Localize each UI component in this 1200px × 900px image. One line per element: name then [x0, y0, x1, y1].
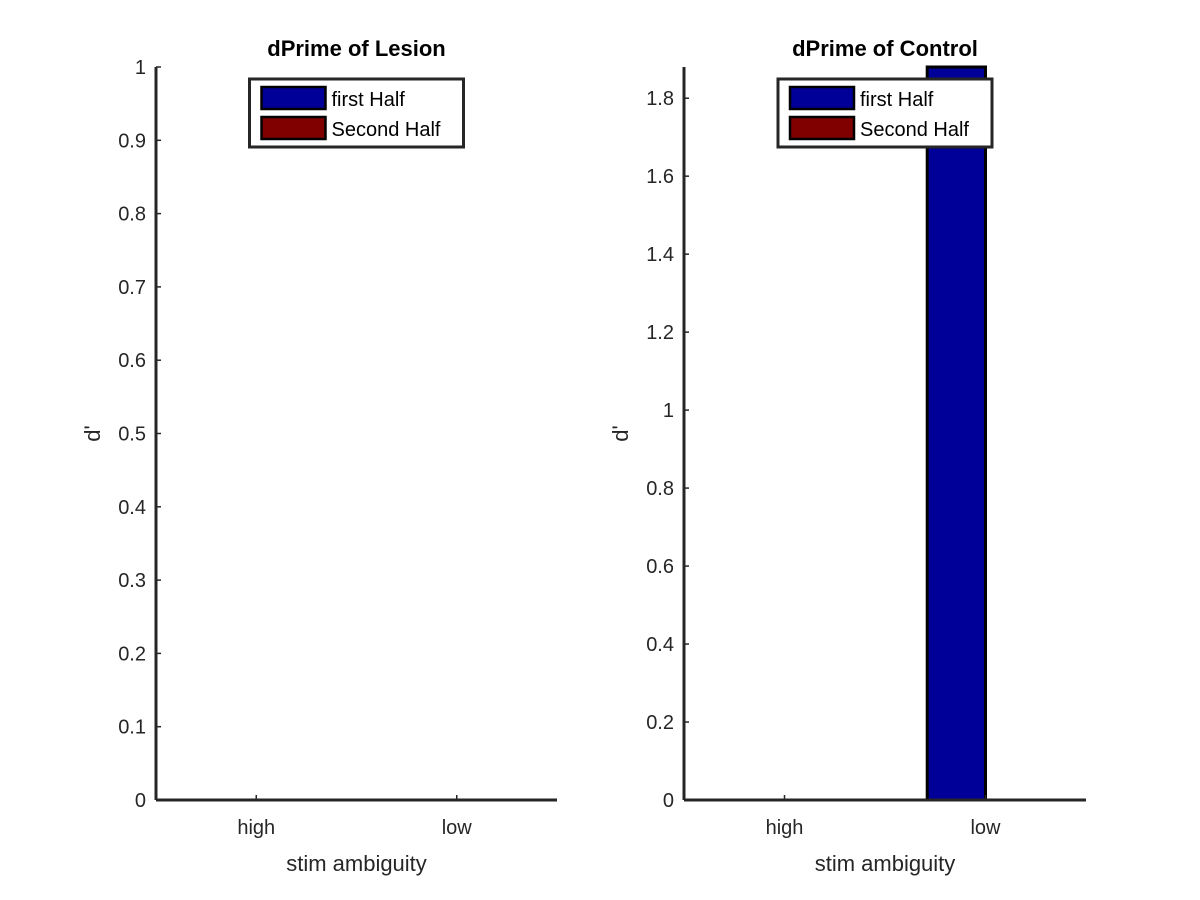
chart-panel-2: 0 0.2 0.4 0.6 0.8 1 1.2 1.4 1.6 1.8 high low stim am… — [608, 36, 1086, 876]
y-tick-label: 0.1 — [118, 717, 146, 739]
legend-entry: first Half — [860, 89, 934, 111]
y-tick-label: 0 — [135, 790, 146, 812]
x-axis-label: stim ambiguity — [286, 851, 427, 876]
x-tick-label: high — [766, 817, 804, 839]
y-tick-label: 1 — [135, 57, 146, 79]
legend-entry: Second Half — [860, 119, 969, 141]
y-tick-label: 1.8 — [646, 88, 674, 110]
y-axis-label: d' — [80, 425, 105, 441]
chart-title: dPrime of Lesion — [267, 36, 445, 61]
y-tick-label: 0.8 — [646, 478, 674, 500]
y-tick-label: 0.4 — [646, 634, 674, 656]
y-tick-label: 0.9 — [118, 130, 146, 152]
y-tick-label: 0.2 — [646, 712, 674, 734]
y-tick-label: 0.7 — [118, 277, 146, 299]
y-tick-label: 1.6 — [646, 166, 674, 188]
y-axis-label: d' — [608, 425, 633, 441]
y-tick-label: 0.8 — [118, 204, 146, 226]
chart-title: dPrime of Control — [792, 36, 978, 61]
legend-swatch — [260, 85, 327, 111]
legend-entry: first Half — [332, 89, 406, 111]
y-tick-label: 0 — [663, 790, 674, 812]
legend: first Half Second Half — [248, 77, 465, 149]
x-tick-label: low — [442, 817, 473, 839]
y-tick-label: 0.6 — [118, 350, 146, 372]
y-tick-label: 0.2 — [118, 643, 146, 665]
y-tick-label: 1.4 — [646, 244, 674, 266]
y-tick-label: 1.2 — [646, 322, 674, 344]
y-tick-label: 0.3 — [118, 570, 146, 592]
x-tick-label: high — [237, 817, 275, 839]
x-axis-label: stim ambiguity — [815, 851, 956, 876]
chart-panel-1: 0 0.1 0.2 0.3 0.4 0.5 0.6 0.7 0.8 0.9 1 high lowstim… — [80, 36, 557, 876]
y-tick-label: 0.5 — [118, 424, 146, 446]
legend-entry: Second Half — [332, 119, 441, 141]
y-tick-label: 0.4 — [118, 497, 146, 519]
legend-swatch — [788, 115, 856, 141]
legend-swatch — [788, 85, 856, 111]
bar-first-half-low — [925, 65, 988, 802]
legend-swatch — [260, 115, 327, 141]
y-tick-label: 1 — [663, 400, 674, 422]
legend: first Half Second Half — [776, 77, 994, 149]
bars — [925, 65, 988, 802]
y-tick-label: 0.6 — [646, 556, 674, 578]
x-tick-label: low — [970, 817, 1001, 839]
